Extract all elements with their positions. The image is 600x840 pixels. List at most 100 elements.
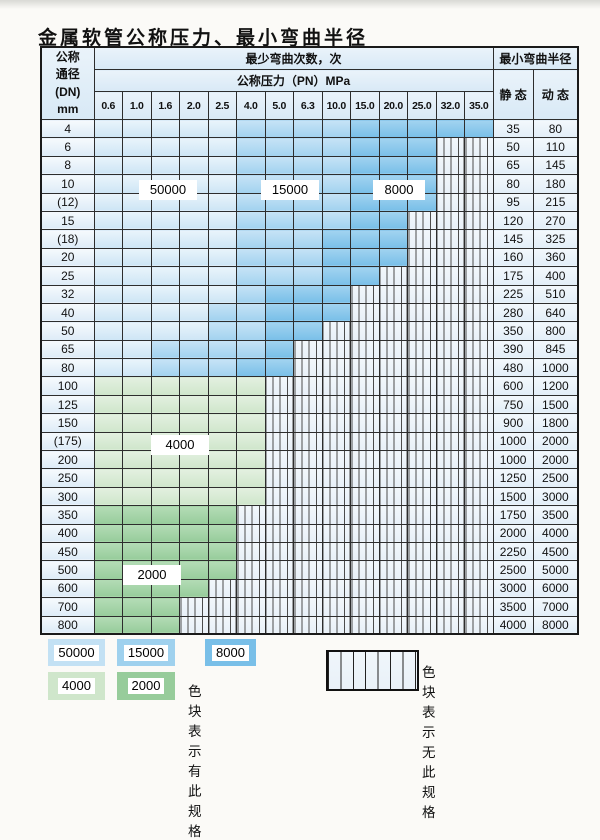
cycle-band-cell-15000 bbox=[179, 358, 209, 378]
no-spec-cell bbox=[435, 137, 465, 157]
static-radius-value: 1000 bbox=[492, 450, 534, 470]
dn-value: 500 bbox=[40, 560, 95, 580]
cycle-band-cell-4000 bbox=[236, 468, 266, 488]
table-row-dn-450: 450 2250 4500 bbox=[40, 541, 579, 562]
dn-value: 450 bbox=[40, 541, 95, 562]
table-row-dn-350: 350 1750 3500 bbox=[40, 505, 579, 525]
static-radius-value: 225 bbox=[492, 284, 534, 304]
legend-swatch-8000-label: 8000 bbox=[212, 644, 249, 661]
no-spec-cell bbox=[236, 615, 266, 635]
static-radius-value: 120 bbox=[492, 210, 534, 231]
static-radius-value: 35 bbox=[492, 118, 534, 139]
cycle-band-cell-50000 bbox=[122, 155, 152, 176]
cycle-band-cell-4000 bbox=[122, 413, 152, 433]
no-spec-cell bbox=[378, 541, 408, 562]
no-spec-cell bbox=[321, 394, 351, 415]
no-spec-cell bbox=[293, 615, 323, 635]
cycle-band-cell-50000 bbox=[93, 137, 123, 157]
pressure-tick-5.0: 5.0 bbox=[264, 91, 294, 120]
no-spec-cell bbox=[293, 578, 323, 599]
table-row-dn-80: 80 480 1000 bbox=[40, 358, 579, 378]
cycle-band-cell-8000 bbox=[264, 339, 294, 360]
no-spec-cell bbox=[435, 174, 465, 194]
no-spec-cell bbox=[464, 339, 494, 360]
no-spec-cell bbox=[464, 247, 494, 268]
dynamic-radius-value: 6000 bbox=[532, 578, 579, 599]
no-spec-cell bbox=[293, 597, 323, 617]
static-radius-value: 1000 bbox=[492, 431, 534, 452]
no-spec-cell bbox=[407, 302, 437, 323]
no-spec-cell bbox=[435, 468, 465, 488]
no-spec-cell bbox=[464, 155, 494, 176]
legend-swatch-8000: 8000 bbox=[205, 639, 256, 666]
cycle-band-cell-15000 bbox=[207, 321, 237, 341]
no-spec-cell bbox=[378, 523, 408, 543]
cycle-band-cell-4000 bbox=[150, 413, 180, 433]
spec-table: 公称 通径 (DN) mm 最少弯曲次数，次 最小弯曲半径 公称压力（PN）MPa 静 态动 … bbox=[40, 46, 580, 636]
no-spec-cell bbox=[435, 413, 465, 433]
dn-value: 50 bbox=[40, 321, 95, 341]
dynamic-radius-value: 145 bbox=[532, 155, 579, 176]
no-spec-cell bbox=[293, 376, 323, 396]
no-spec-cell bbox=[350, 578, 380, 599]
no-spec-cell bbox=[378, 468, 408, 488]
dn-value: 800 bbox=[40, 615, 95, 635]
no-spec-cell bbox=[236, 505, 266, 525]
no-spec-cell bbox=[435, 523, 465, 543]
pressure-tick-2.0: 2.0 bbox=[179, 91, 209, 120]
no-spec-cell bbox=[378, 597, 408, 617]
no-spec-cell bbox=[464, 229, 494, 249]
dn-value: 40 bbox=[40, 302, 95, 323]
table-row-dn-25: 25 175 400 bbox=[40, 266, 579, 286]
no-spec-cell bbox=[464, 468, 494, 488]
no-spec-cell bbox=[293, 339, 323, 360]
dn-value: 15 bbox=[40, 210, 95, 231]
no-spec-cell bbox=[435, 358, 465, 378]
cycle-band-cell-15000 bbox=[321, 155, 351, 176]
cycle-band-cell-4000 bbox=[207, 468, 237, 488]
dn-value: 200 bbox=[40, 450, 95, 470]
no-spec-cell bbox=[464, 284, 494, 304]
no-spec-cell bbox=[236, 541, 266, 562]
static-radius-value: 50 bbox=[492, 137, 534, 157]
no-spec-cell bbox=[407, 578, 437, 599]
legend-swatch-15000: 15000 bbox=[117, 639, 175, 666]
cycle-band-cell-4000 bbox=[93, 468, 123, 488]
no-spec-cell bbox=[293, 505, 323, 525]
no-spec-cell bbox=[293, 450, 323, 470]
cycle-band-cell-2000 bbox=[207, 523, 237, 543]
no-spec-cell bbox=[264, 450, 294, 470]
cycle-band-cell-50000 bbox=[93, 174, 123, 194]
cycle-band-cell-50000 bbox=[122, 266, 152, 286]
cycle-band-cell-2000 bbox=[122, 505, 152, 525]
legend-note-absent: 色块表示无此规格 bbox=[422, 665, 437, 820]
cycle-band-cell-4000 bbox=[122, 468, 152, 488]
static-radius-value: 160 bbox=[492, 247, 534, 268]
cycle-band-cell-50000 bbox=[179, 321, 209, 341]
no-spec-cell bbox=[293, 394, 323, 415]
static-radius-value: 750 bbox=[492, 394, 534, 415]
band-label-50000: 50000 bbox=[139, 180, 197, 200]
dn-value: 150 bbox=[40, 413, 95, 433]
cycle-band-cell-50000 bbox=[207, 284, 237, 304]
cycle-band-cell-50000 bbox=[150, 155, 180, 176]
dynamic-radius-value: 845 bbox=[532, 339, 579, 360]
no-spec-cell bbox=[407, 321, 437, 341]
no-spec-cell bbox=[464, 597, 494, 617]
static-radius-value: 1500 bbox=[492, 486, 534, 507]
no-spec-cell bbox=[350, 358, 380, 378]
cycle-band-cell-15000 bbox=[264, 137, 294, 157]
cycle-band-cell-15000 bbox=[207, 339, 237, 360]
no-spec-cell bbox=[435, 560, 465, 580]
cycle-band-cell-4000 bbox=[150, 468, 180, 488]
cycle-band-cell-2000 bbox=[93, 615, 123, 635]
static-radius-value: 2250 bbox=[492, 541, 534, 562]
no-spec-cell bbox=[407, 523, 437, 543]
no-spec-cell bbox=[464, 505, 494, 525]
cycle-band-cell-2000 bbox=[179, 541, 209, 562]
no-spec-cell bbox=[264, 468, 294, 488]
cycle-band-cell-8000 bbox=[350, 210, 380, 231]
cycle-band-cell-2000 bbox=[207, 560, 237, 580]
no-spec-cell bbox=[407, 247, 437, 268]
no-spec-cell bbox=[264, 578, 294, 599]
